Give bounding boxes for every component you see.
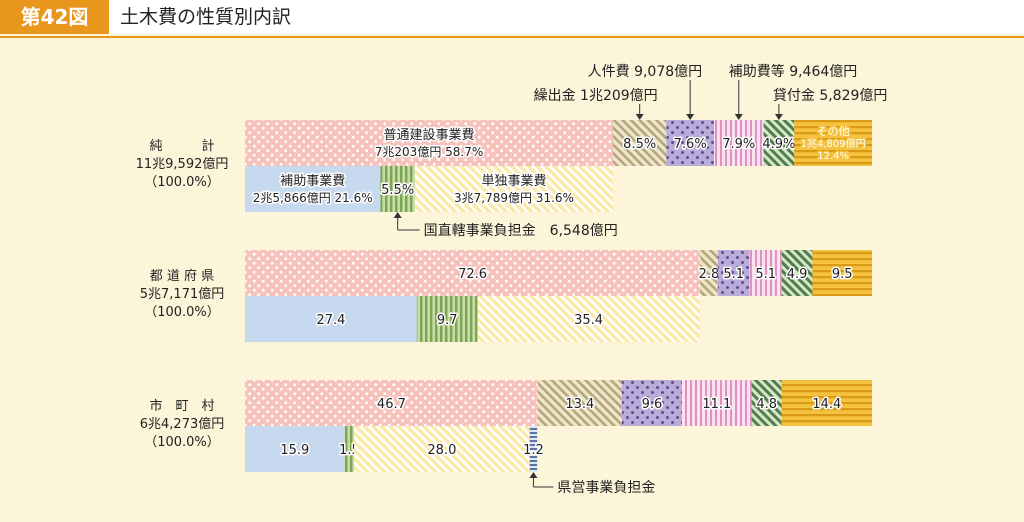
bar-1-upper-segment-6-label: その他 <box>817 125 850 138</box>
kuridashi-arrow-arrowhead <box>635 114 644 120</box>
bar-2-upper-segment-2 <box>700 250 718 296</box>
bar-1-lower-segment-3 <box>414 166 614 212</box>
bar-2-upper-segment-5-label: 4.9 <box>787 267 808 282</box>
bar-1-upper-segment-5-label: 4.9% <box>762 137 795 152</box>
bar-2-lower-segment-2 <box>416 296 478 342</box>
bar-3-lower-segment-3-label: 28.0 <box>427 443 456 458</box>
row-label-name: 純 計 <box>149 138 214 154</box>
bar-1-lower-segment-2 <box>380 166 415 212</box>
bar-3-upper-segment-1 <box>245 380 538 426</box>
bar-2-upper-segment-1-label: 72.6 <box>458 267 487 282</box>
bar-3-upper-segment-4 <box>682 380 752 426</box>
bar-2-lower-segment-3 <box>477 296 700 342</box>
bar-2-lower-segment-1 <box>245 296 417 342</box>
bar-2-upper-segment-6 <box>812 250 872 296</box>
bar-1-lower-segment-1 <box>245 166 381 212</box>
bar-3-upper-segment-2 <box>537 380 622 426</box>
hojohi-arrow-arrowhead <box>734 114 743 120</box>
bar-1-upper-segment-2 <box>613 120 667 166</box>
bar-3-lower-segment-4 <box>529 426 538 472</box>
figure-number-badge: 第42図 <box>0 0 109 34</box>
bar-1-upper-segment-1-label: 普通建設事業費 <box>384 127 475 143</box>
annotation-hojohi: 補助費等 9,464億円 <box>729 63 858 80</box>
row-label-total: 5兆7,171億円 <box>140 286 225 302</box>
bar-1-upper-segment-6-share: 12.4% <box>817 151 849 162</box>
bar-1-lower-segment-3-amount: 3兆7,789億円 31.6% <box>454 191 574 205</box>
kokuchokkatsu-arrow-arrowhead <box>393 212 402 218</box>
bar-3-upper-segment-5-label: 4.8 <box>756 397 777 412</box>
bar-1-upper-segment-4-label: 7.9% <box>722 137 755 152</box>
bar-3-upper-segment-3 <box>621 380 683 426</box>
bar-2-upper-segment-2-label: 2.8 <box>699 267 720 282</box>
row-label-total: 6兆4,273億円 <box>140 416 225 432</box>
bar-1-upper-segment-2-label: 8.5% <box>623 137 656 152</box>
bar-3-upper-segment-2-label: 13.4 <box>565 397 594 412</box>
figure-header: 第42図 土木費の性質別内訳 <box>0 0 1024 34</box>
bar-1-upper-segment-6-amount: 1兆4,809億円 <box>801 137 866 150</box>
row-label-percent: （100.0%） <box>144 435 220 450</box>
bar-3-upper-segment-6-label: 14.4 <box>812 397 841 412</box>
annotation-kuridashi: 繰出金 1兆209億円 <box>534 88 658 104</box>
bar-3-upper-segment-6 <box>781 380 872 426</box>
bar-1-lower-segment-2-label: 5.5% <box>381 183 414 198</box>
bar-2-upper-segment-3-label: 5.1 <box>723 267 744 282</box>
annotation-kokuchokkatsu: 国直轄事業負担金 6,548億円 <box>424 222 618 239</box>
jinken-arrow-arrowhead <box>686 114 695 120</box>
kenei-arrow-arrowhead <box>529 472 538 478</box>
bar-3-lower-segment-2 <box>344 426 355 472</box>
bar-1-upper-segment-3 <box>666 120 714 166</box>
bar-1-upper-segment-6 <box>794 120 872 166</box>
row-label-name: 市 町 村 <box>149 398 214 414</box>
bar-2-lower-segment-1-label: 27.4 <box>316 313 345 328</box>
bar-2-upper-segment-4 <box>749 250 782 296</box>
bar-2-upper-segment-5 <box>781 250 813 296</box>
bar-2-lower-segment-2-label: 9.7 <box>437 313 458 328</box>
bar-2-upper-segment-1 <box>245 250 701 296</box>
figure-title: 土木費の性質別内訳 <box>120 6 292 28</box>
row-label-percent: （100.0%） <box>144 305 220 320</box>
row-label-name: 都 道 府 県 <box>150 269 214 284</box>
bar-1-upper-segment-4 <box>713 120 764 166</box>
row-label-percent: （100.0%） <box>144 175 220 190</box>
bar-1-lower-segment-3-label: 単独事業費 <box>481 173 546 189</box>
bar-2-upper-segment-3 <box>717 250 750 296</box>
bar-3-lower-segment-3 <box>354 426 530 472</box>
bar-1-upper-segment-1 <box>245 120 614 166</box>
bar-3-lower-segment-1-label: 15.9 <box>280 443 309 458</box>
bar-3-upper-segment-3-label: 9.6 <box>642 397 663 412</box>
bar-3-upper-segment-1-label: 46.7 <box>377 397 406 412</box>
annotation-jinken: 人件費 9,078億円 <box>588 64 703 80</box>
header-rule <box>0 36 1024 38</box>
kashitsuke-arrow-arrowhead <box>774 114 783 120</box>
bar-1-lower-segment-1-label: 補助事業費 <box>280 173 345 189</box>
bar-1-upper-segment-3-label: 7.6% <box>674 137 707 152</box>
bar-1-upper-segment-1-amount: 7兆203億円 58.7% <box>375 145 483 159</box>
bar-1-lower-segment-1-amount: 2兆5,866億円 21.6% <box>253 191 373 205</box>
annotation-kenei: 県営事業負担金 <box>557 480 655 496</box>
bar-2-lower-segment-3-label: 35.4 <box>574 313 603 328</box>
bar-3-lower-segment-4-label: 1.2 <box>523 443 544 458</box>
annotation-kashitsuke: 貸付金 5,829億円 <box>773 88 888 104</box>
bar-2-upper-segment-6-label: 9.5 <box>832 267 853 282</box>
bar-1-upper-segment-5 <box>763 120 795 166</box>
bar-3-upper-segment-4-label: 11.1 <box>702 397 731 412</box>
bar-3-upper-segment-5 <box>751 380 782 426</box>
row-label-total: 11兆9,592億円 <box>136 156 229 172</box>
bar-2-upper-segment-4-label: 5.1 <box>755 267 776 282</box>
bar-3-lower-segment-1 <box>245 426 345 472</box>
